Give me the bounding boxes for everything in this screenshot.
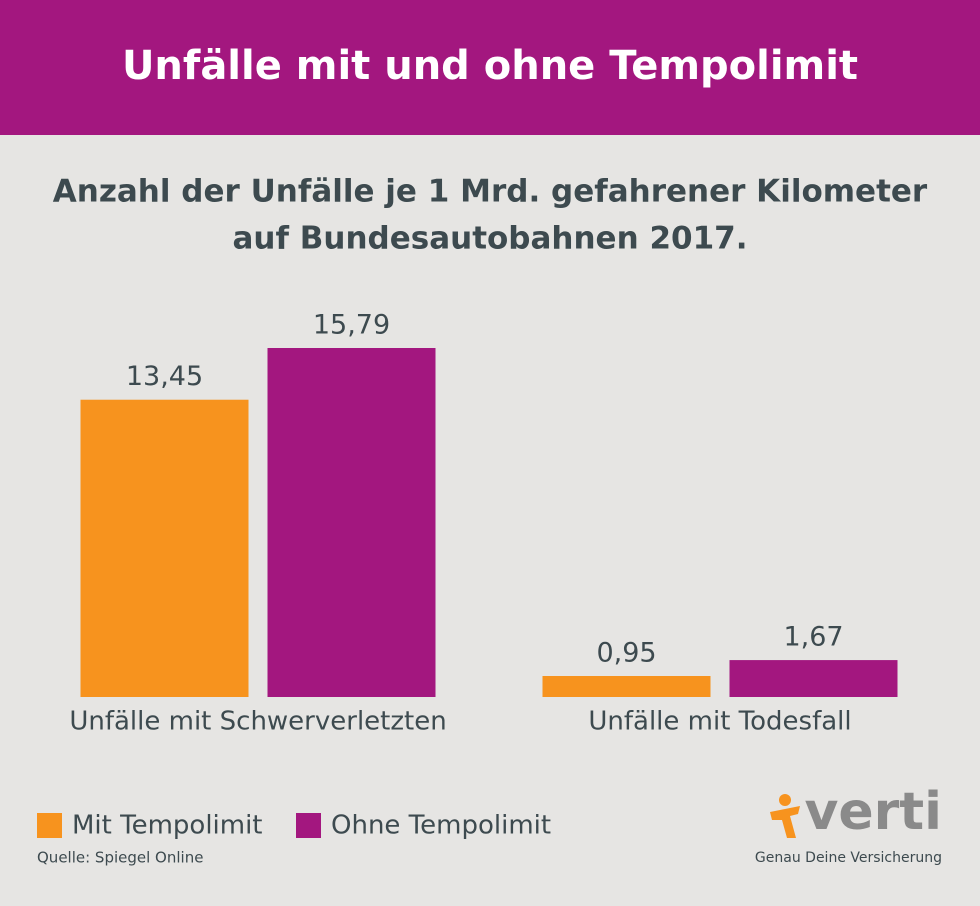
value-label: 1,67 — [783, 622, 843, 653]
source-note: Quelle: Spiegel Online — [37, 849, 203, 867]
value-label: 13,45 — [126, 361, 203, 392]
chart-subtitle: Anzahl der Unfälle je 1 Mrd. gefahrener … — [53, 174, 928, 210]
value-label: 0,95 — [596, 638, 656, 669]
legend-label: Ohne Tempolimit — [331, 811, 551, 841]
bar — [542, 676, 711, 697]
value-label: 15,79 — [313, 310, 390, 341]
logo-icon — [770, 794, 800, 838]
logo-tagline: Genau Deine Versicherung — [755, 850, 942, 866]
logo: verti — [805, 782, 943, 842]
legend-label: Mit Tempolimit — [72, 811, 263, 841]
legend-swatch — [296, 813, 321, 838]
x-tick-label: Unfälle mit Schwerverletzten — [69, 707, 446, 737]
header-band — [0, 0, 980, 135]
bar — [729, 660, 898, 697]
bar — [267, 348, 436, 697]
chart-subtitle: auf Bundesautobahnen 2017. — [233, 221, 748, 257]
x-tick-label: Unfälle mit Todesfall — [588, 707, 851, 737]
bar — [80, 399, 249, 697]
legend-swatch — [37, 813, 62, 838]
chart-title: Unfälle mit und ohne Tempolimit — [122, 43, 858, 89]
